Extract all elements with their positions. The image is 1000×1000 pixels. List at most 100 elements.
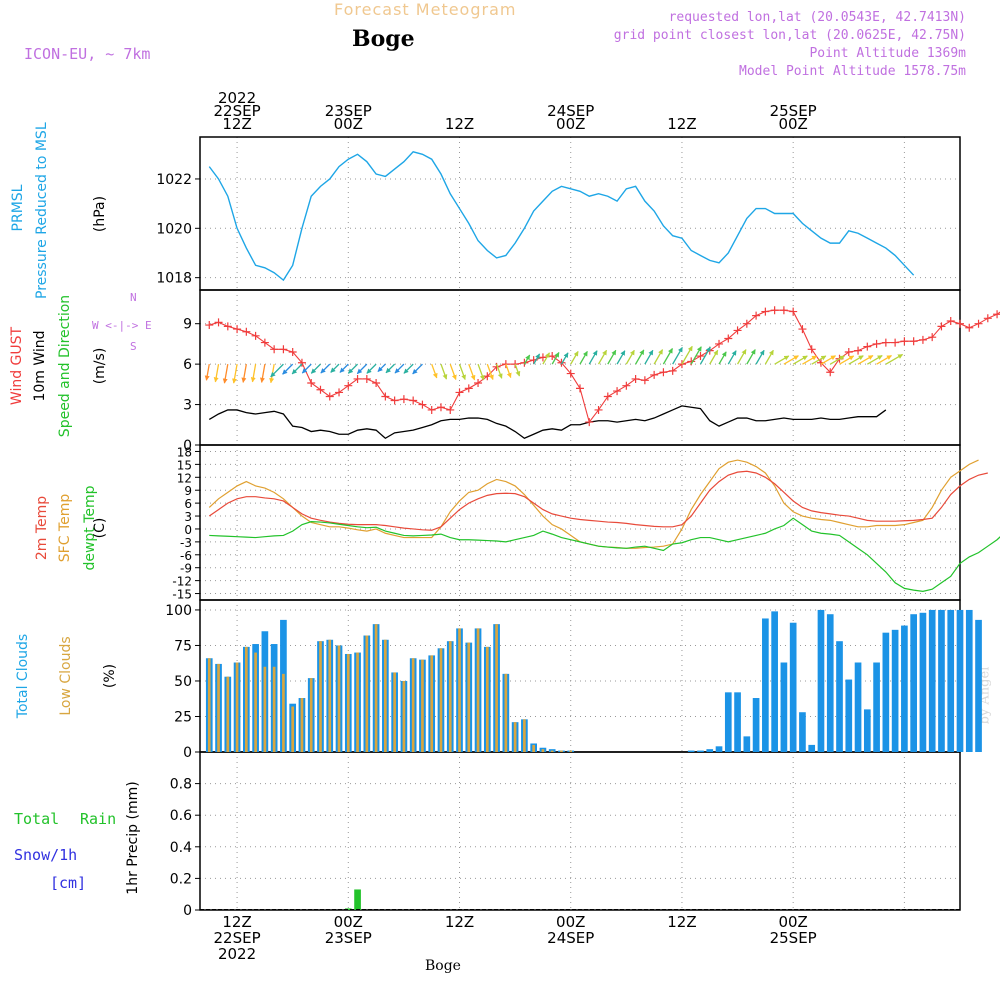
low-cloud-bar bbox=[411, 658, 415, 752]
gust-point bbox=[928, 333, 937, 342]
low-cloud-bar bbox=[356, 652, 359, 752]
bottom-time-label: 00Z bbox=[778, 913, 807, 931]
wind-direction-arrow bbox=[709, 349, 719, 365]
low-cloud-bar bbox=[207, 658, 211, 752]
total-cloud-bar bbox=[965, 609, 973, 752]
y-tick-label: 9 bbox=[184, 484, 192, 498]
gust-point bbox=[585, 418, 594, 427]
gust-point bbox=[474, 379, 483, 387]
y-tick-label: 0 bbox=[183, 438, 192, 454]
total-cloud-bar bbox=[799, 712, 806, 752]
wind-direction-arrow bbox=[222, 364, 229, 384]
low-cloud-bar bbox=[448, 641, 452, 752]
total-cloud-bar bbox=[826, 614, 834, 752]
bottom-time-label: 2022 bbox=[218, 945, 256, 963]
wind-direction-arrow bbox=[533, 353, 541, 365]
gust-point bbox=[270, 345, 279, 354]
gust-point bbox=[260, 338, 269, 347]
y-tick-label: 15 bbox=[177, 458, 192, 472]
top-time-label: 00Z bbox=[556, 115, 585, 133]
low-cloud-bar bbox=[467, 642, 471, 752]
low-cloud-bar bbox=[346, 653, 350, 752]
low-cloud-bar bbox=[430, 655, 434, 752]
wind-direction-arrow bbox=[431, 363, 438, 379]
panel-frame bbox=[199, 136, 961, 291]
wind-direction-arrow bbox=[301, 363, 312, 374]
wind-direction-arrow bbox=[250, 364, 257, 383]
wind-direction-arrow bbox=[394, 363, 405, 374]
y-tick-label: -6 bbox=[180, 549, 192, 563]
gust-point bbox=[918, 335, 927, 344]
wind-direction-arrow bbox=[607, 349, 617, 365]
y-tick-label: 1018 bbox=[156, 271, 192, 287]
wind10m-series-line bbox=[208, 405, 887, 440]
low-cloud-bar bbox=[550, 750, 554, 752]
gust-point bbox=[937, 322, 946, 331]
wind-direction-arrow bbox=[746, 349, 756, 365]
y-tick-label: 6 bbox=[183, 357, 192, 373]
rain-bar bbox=[344, 908, 352, 910]
total-cloud-bar bbox=[817, 609, 825, 752]
low-cloud-bar bbox=[300, 698, 304, 752]
total-cloud-bar bbox=[762, 618, 769, 752]
dewpt-series-line bbox=[209, 517, 1000, 592]
bottom-time-label: 22SEP bbox=[214, 929, 261, 947]
gust-point bbox=[770, 306, 779, 315]
gust-point bbox=[650, 370, 659, 379]
top-time-label: 24SEP bbox=[547, 102, 594, 120]
panel-frame bbox=[199, 289, 961, 446]
wind-direction-arrow bbox=[412, 363, 423, 375]
wind-direction-arrow bbox=[681, 345, 693, 365]
gust-point bbox=[659, 368, 668, 377]
wind-direction-arrow bbox=[635, 349, 645, 365]
pressure-series-line bbox=[208, 151, 915, 282]
wind-direction-arrow bbox=[347, 363, 359, 374]
wind-direction-arrow bbox=[356, 363, 368, 375]
gust-point bbox=[436, 403, 445, 412]
wind-direction-arrow bbox=[727, 350, 737, 365]
low-cloud-bar bbox=[291, 706, 295, 752]
panel-frame bbox=[199, 444, 961, 601]
low-cloud-bar bbox=[254, 652, 257, 752]
gust-point bbox=[372, 379, 381, 387]
total-cloud-bar bbox=[938, 609, 945, 752]
top-time-label: 00Z bbox=[334, 115, 363, 133]
y-tick-label: 100 bbox=[165, 603, 192, 619]
low-cloud-bar bbox=[282, 673, 285, 752]
bottom-time-label: 12Z bbox=[445, 913, 474, 931]
gust-point bbox=[576, 384, 584, 393]
gust-point bbox=[335, 388, 344, 397]
wind-direction-arrow bbox=[764, 349, 774, 365]
gust-point bbox=[455, 388, 464, 397]
low-cloud-bar bbox=[513, 722, 517, 752]
total-cloud-bar bbox=[836, 641, 843, 752]
total-cloud-bar bbox=[947, 609, 955, 752]
gust-point bbox=[214, 318, 223, 327]
total-cloud-bar bbox=[854, 662, 862, 752]
wind-direction-arrow bbox=[876, 354, 892, 365]
gust-point bbox=[594, 405, 603, 414]
top-time-label: 12Z bbox=[667, 115, 696, 133]
y-tick-label: 0 bbox=[183, 903, 192, 919]
total-cloud-bar bbox=[910, 614, 917, 752]
gust-series-line bbox=[209, 309, 1000, 424]
chart-title: Forecast Meteogram bbox=[334, 0, 517, 19]
requested-lonlat: requested lon,lat (20.0543E, 42.7413N) bbox=[668, 10, 966, 25]
gust-point bbox=[993, 310, 1000, 319]
gust-point bbox=[715, 339, 724, 348]
y-tick-label: -15 bbox=[172, 588, 192, 602]
wind-direction-arrow bbox=[385, 363, 396, 374]
wind-direction-arrow bbox=[579, 350, 588, 365]
total-cloud-bar bbox=[808, 744, 816, 752]
total-cloud-bar bbox=[687, 750, 695, 752]
wind-direction-arrow bbox=[495, 363, 503, 379]
top-time-label: 22SEP bbox=[214, 102, 261, 120]
wind-direction-arrow bbox=[792, 355, 808, 365]
gust-point bbox=[965, 323, 974, 332]
wind-direction-arrow bbox=[320, 363, 331, 374]
gust-point bbox=[761, 307, 770, 316]
low-cloud-bar bbox=[217, 663, 220, 752]
wind-direction-arrow bbox=[468, 363, 476, 381]
gust-point bbox=[279, 345, 288, 354]
gust-point bbox=[974, 319, 983, 328]
